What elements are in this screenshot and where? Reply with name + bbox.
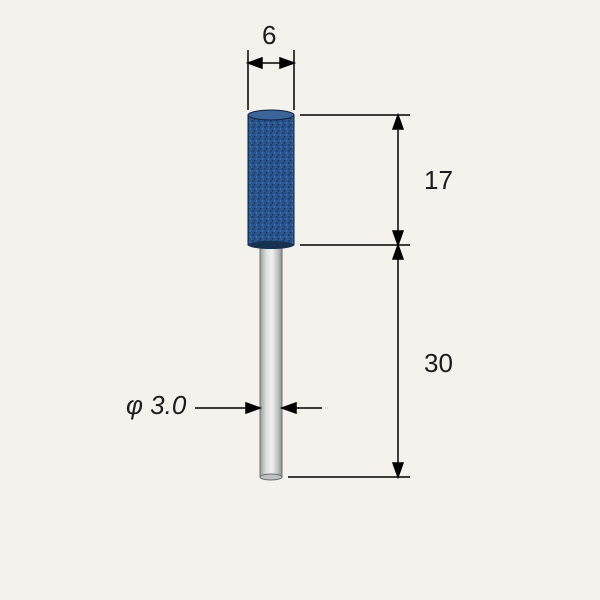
label-head-length: 17 xyxy=(424,165,453,196)
dim-shank-diameter xyxy=(195,403,322,413)
label-shank-length: 30 xyxy=(424,348,453,379)
label-head-diameter: 6 xyxy=(262,20,276,51)
dim-shank-length xyxy=(288,245,410,477)
dimension-diagram xyxy=(0,0,600,600)
dim-head-length xyxy=(300,115,410,245)
shank-cylinder xyxy=(260,245,282,480)
head-cylinder xyxy=(248,110,294,249)
dim-head-diameter xyxy=(248,50,294,110)
label-shank-diameter: φ 3.0 xyxy=(126,390,186,421)
